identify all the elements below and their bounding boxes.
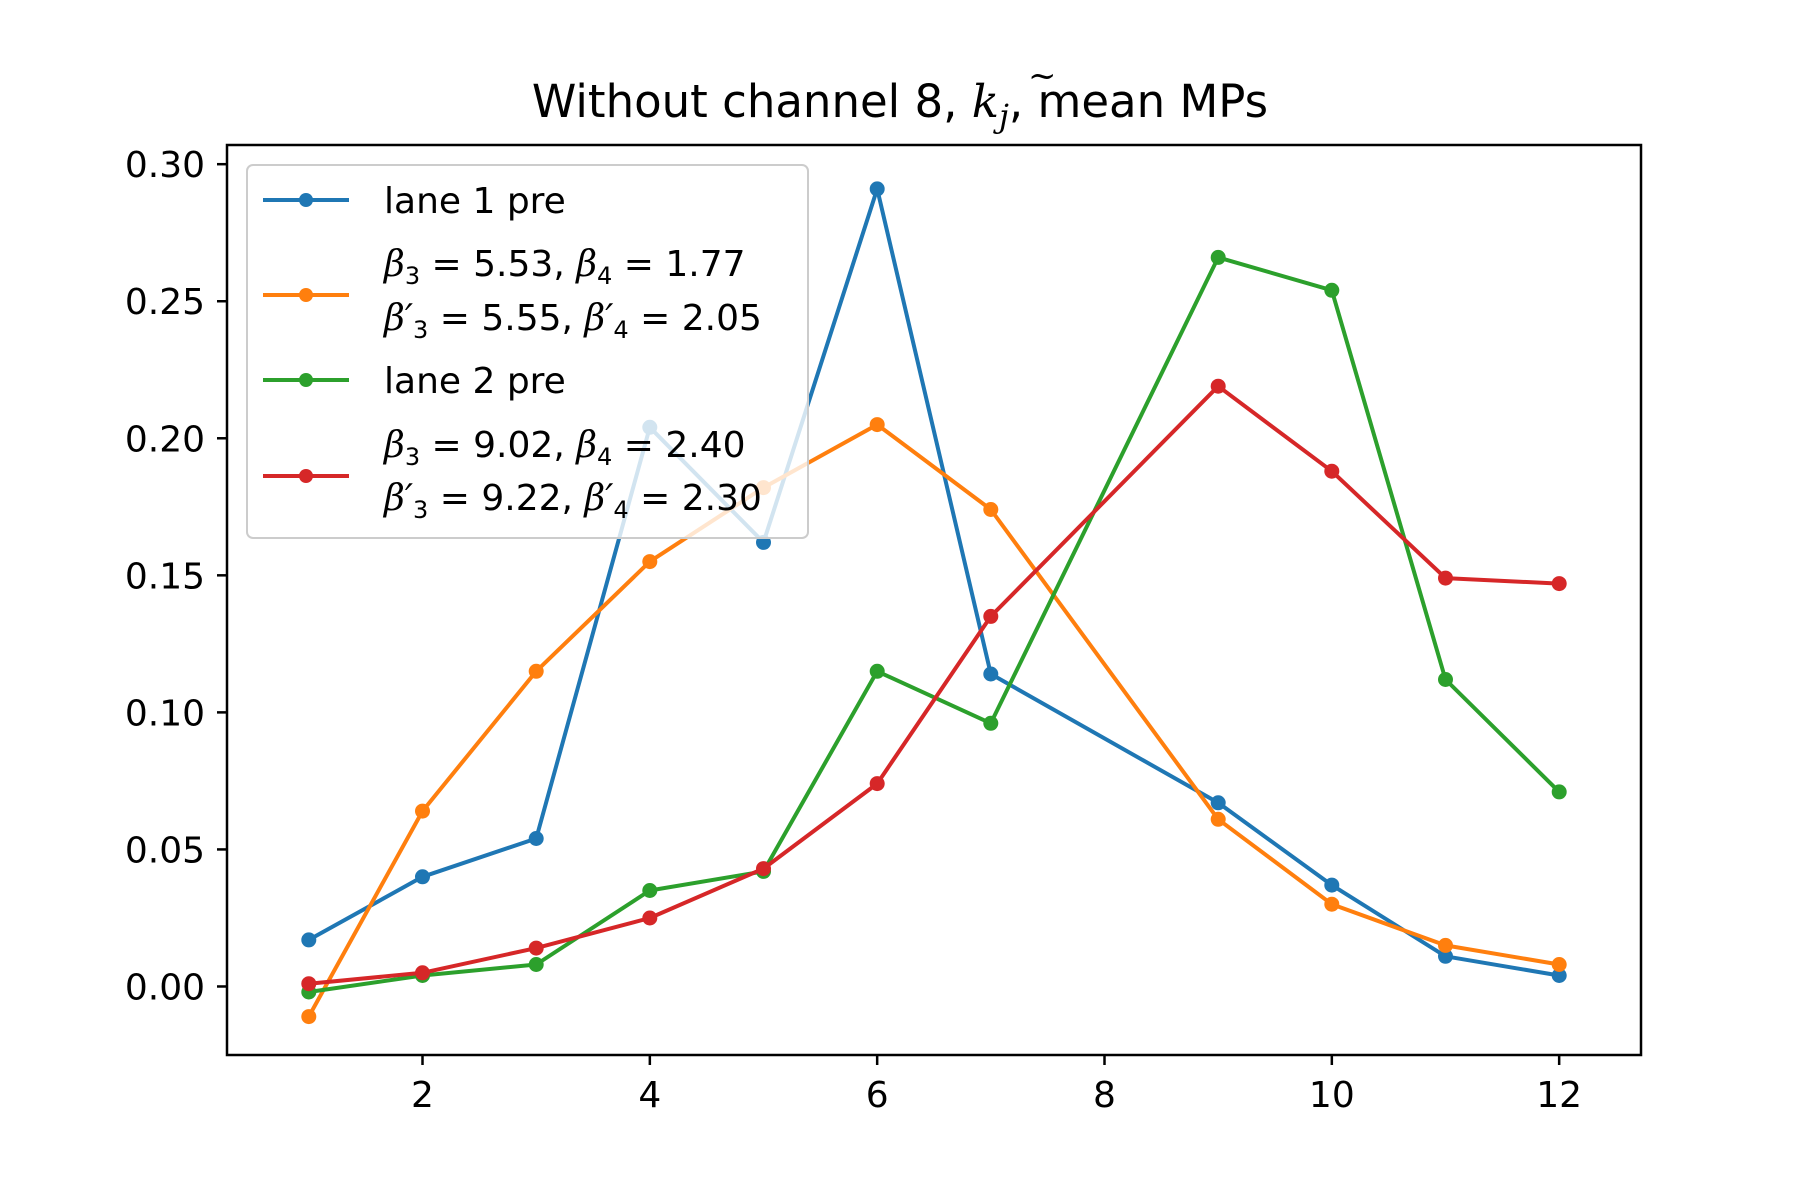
- data-point: [869, 776, 885, 792]
- data-point: [1438, 672, 1453, 687]
- data-point: [301, 1009, 317, 1025]
- chart-title: Without channel 8, kj, mean MPs: [532, 75, 1268, 135]
- data-point: [1551, 576, 1567, 592]
- series-1: [301, 181, 1567, 983]
- legend-label-fit1-line2: β′3 = 5.55, β′4 = 2.05: [382, 298, 762, 344]
- y-tick-label: 0.15: [125, 556, 205, 597]
- data-point: [301, 976, 317, 992]
- plot-frame: [225, 143, 1643, 1057]
- y-tick-label: 0.20: [125, 419, 205, 460]
- fit2-b3: 9.02: [473, 425, 553, 466]
- title-post: , mean MPs: [1009, 75, 1268, 128]
- y-tick-label: 0.00: [125, 967, 205, 1008]
- legend-marker-fit2: [299, 469, 313, 483]
- data-point: [1438, 570, 1453, 586]
- data-point: [1324, 896, 1340, 912]
- data-point: [983, 608, 999, 624]
- data-point: [642, 554, 658, 570]
- legend-marker-lane2: [299, 373, 313, 387]
- fit2-b4p: 2.30: [682, 478, 762, 519]
- fit1-b3: 5.53: [473, 244, 553, 285]
- legend-label-fit1-line1: β3 = 5.53, β4 = 1.77: [382, 244, 746, 290]
- data-point: [983, 715, 999, 731]
- legend-marker-lane1: [299, 193, 313, 207]
- fit1-b4: 1.77: [665, 244, 745, 285]
- title-k: k: [972, 75, 999, 128]
- legend-label-lane1: lane 1 pre: [384, 181, 566, 222]
- x-tick-label: 12: [1536, 1075, 1582, 1116]
- data-point: [869, 181, 885, 197]
- y-tick-label: 0.05: [125, 830, 205, 871]
- data-point: [528, 940, 544, 956]
- data-point: [642, 910, 658, 926]
- data-point: [1210, 811, 1226, 827]
- data-point: [415, 869, 430, 885]
- x-tick-label: 8: [1093, 1075, 1116, 1116]
- data-point: [1438, 937, 1453, 953]
- data-point: [1324, 877, 1340, 893]
- data-point: [1438, 948, 1453, 964]
- legend: lane 1 pre β3 = 5.53, β4 = 1.77 β′3 = 5.…: [246, 164, 809, 539]
- data-point: [528, 957, 544, 972]
- data-point: [983, 666, 999, 682]
- data-point: [642, 883, 658, 898]
- series-2: [301, 417, 1567, 1025]
- y-tick-label: 0.30: [125, 145, 205, 186]
- fit1-b4p: 2.05: [682, 298, 762, 339]
- series-4: [301, 378, 1567, 992]
- fit2-b4: 2.40: [665, 425, 745, 466]
- data-point: [869, 417, 885, 433]
- data-point: [756, 861, 771, 877]
- data-point: [983, 502, 999, 517]
- x-tick-label: 4: [638, 1075, 661, 1116]
- title-tilde: ~: [1028, 56, 1057, 96]
- x-tick-label: 6: [866, 1075, 889, 1116]
- data-point: [1210, 795, 1226, 811]
- data-point: [1551, 784, 1567, 800]
- data-point: [1210, 249, 1226, 265]
- data-point: [1551, 968, 1567, 983]
- axis-ticks: 2 4 6 8 10 12 0.00 0.05 0.10 0.15 0.20 0.25 0.30: [125, 145, 1582, 1116]
- data-point: [869, 663, 885, 679]
- data-point: [415, 965, 430, 981]
- y-tick-label: 0.10: [125, 693, 205, 734]
- legend-box: [246, 164, 809, 539]
- data-point: [528, 663, 544, 679]
- legend-marker-fit1: [299, 288, 313, 302]
- legend-label-lane2: lane 2 pre: [384, 361, 566, 402]
- data-point: [301, 932, 317, 948]
- data-point: [1551, 957, 1567, 972]
- y-tick-label: 0.25: [125, 282, 205, 323]
- legend-label-fit2-line2: β′3 = 9.22, β′4 = 2.30: [382, 478, 762, 524]
- data-point: [1324, 282, 1340, 298]
- fit1-b3p: 5.55: [481, 298, 561, 339]
- x-tick-label: 10: [1309, 1075, 1355, 1116]
- fit2-b3p: 9.22: [481, 478, 561, 519]
- legend-label-fit2-line1: β3 = 9.02, β4 = 2.40: [382, 425, 746, 471]
- series-layer: [301, 181, 1567, 1025]
- data-point: [528, 831, 544, 846]
- title-pre: Without channel 8,: [532, 75, 972, 128]
- data-point: [1324, 463, 1340, 479]
- x-tick-label: 2: [411, 1075, 434, 1116]
- data-point: [415, 803, 430, 819]
- data-point: [1210, 378, 1226, 394]
